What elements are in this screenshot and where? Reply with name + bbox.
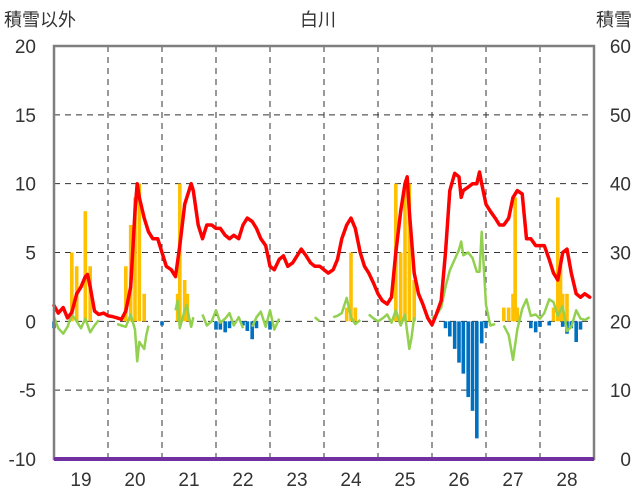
temperature-line: [52, 313, 100, 335]
temperature-line: [332, 296, 362, 326]
precip-bar: [558, 266, 563, 322]
precip-bar: [506, 307, 511, 322]
snow-change-bar: [443, 321, 448, 329]
x-tick-label: 26: [448, 470, 469, 491]
temperature-line: [431, 230, 496, 327]
x-tick-label: 25: [394, 470, 415, 491]
x-tick-label: 28: [556, 470, 577, 491]
right-y-tick-label: 10: [610, 381, 631, 402]
precip-bar: [556, 197, 560, 322]
snow-change-bar: [227, 321, 232, 329]
snow-change-bar: [538, 321, 542, 327]
precip-bar: [182, 280, 187, 322]
snow-change-bar: [223, 321, 227, 333]
snow-change-bar: [452, 321, 457, 349]
left-y-ticks: 20 15 10 5 0 -5 -10: [9, 37, 36, 471]
snow-change-bar: [160, 321, 164, 326]
right-y-tick-label: 50: [610, 106, 631, 127]
snow-change-bar: [560, 321, 565, 327]
snow-change-bars: [52, 321, 583, 439]
right-y-ticks: 60 50 40 30 20 10 0: [610, 37, 631, 471]
temperature-series: [52, 230, 591, 363]
snow-change-bar: [448, 321, 452, 337]
x-tick-label: 24: [340, 470, 362, 491]
plot-frame: [52, 44, 596, 461]
left-y-tick-label: 15: [15, 106, 36, 127]
right-y-tick-label: 40: [610, 175, 631, 196]
snow-change-bar: [547, 321, 551, 326]
precip-bar: [137, 183, 142, 322]
precip-bar: [412, 280, 416, 322]
snow-change-bar: [529, 321, 533, 329]
snow-change-bar: [578, 321, 583, 330]
snow-depth-line: [52, 170, 592, 327]
precip-bar: [407, 183, 412, 322]
x-tick-label: 23: [286, 470, 307, 491]
snow-change-bar: [245, 321, 250, 331]
precip-bar: [502, 307, 506, 322]
precip-bar: [83, 211, 88, 322]
temperature-line: [251, 309, 281, 331]
right-y-tick-label: 20: [610, 312, 631, 333]
left-y-tick-label: 20: [15, 37, 36, 58]
x-tick-label: 21: [178, 470, 199, 491]
left-y-tick-label: -10: [9, 450, 36, 471]
precip-bar: [70, 252, 74, 322]
temperature-line: [174, 299, 195, 330]
precip-bar: [344, 307, 349, 322]
snow-change-bar: [461, 321, 466, 374]
snow-change-bar: [533, 321, 538, 333]
grid: [53, 46, 594, 459]
left-y-tick-label: 10: [15, 175, 36, 196]
left-y-tick-label: 5: [25, 244, 36, 265]
precip-bar: [403, 183, 407, 322]
snow-change-bar: [479, 321, 484, 344]
precip-bar: [551, 307, 556, 322]
x-tick-label: 22: [232, 470, 253, 491]
precip-bar: [515, 307, 520, 322]
right-y-tick-label: 30: [610, 244, 631, 265]
precip-bar: [398, 252, 403, 322]
x-tick-label: 27: [502, 470, 523, 491]
precip-bar: [565, 293, 569, 322]
precip-bar: [513, 197, 517, 322]
precip-bar: [124, 266, 128, 322]
snow-change-bar: [254, 321, 259, 329]
precip-bar: [353, 307, 358, 322]
x-tick-label: 19: [70, 470, 91, 491]
right-y-tick-label: 0: [620, 450, 631, 471]
right-y-tick-label: 60: [610, 37, 631, 58]
snow-change-bar: [241, 321, 245, 326]
snow-change-bar: [250, 321, 254, 340]
snow-change-bar: [475, 321, 479, 439]
snow-change-bar: [484, 321, 488, 329]
snow-change-bar: [470, 321, 475, 411]
precip-bar: [133, 197, 137, 322]
temperature-line: [116, 313, 150, 363]
left-y-tick-label: 0: [25, 312, 36, 333]
temperature-line: [313, 316, 321, 323]
temperature-line: [201, 309, 245, 329]
x-tick-label: 20: [124, 470, 145, 491]
snow-change-bar: [268, 321, 272, 330]
snow-change-bar: [457, 321, 461, 363]
precip-bar: [511, 293, 515, 322]
left-y-tick-label: -5: [19, 381, 36, 402]
chart-title: 白川: [300, 10, 336, 31]
precip-bar: [349, 252, 353, 322]
snow-change-bar: [574, 321, 578, 342]
temperature-line: [502, 298, 591, 362]
snow-change-bar: [214, 321, 218, 330]
temperature-line: [367, 309, 416, 351]
right-axis-title: 積雪: [596, 10, 632, 31]
x-ticks: 19 20 21 22 23 24 25 26 27 28: [70, 470, 577, 491]
snow-change-bar: [466, 321, 470, 398]
precip-bar: [142, 293, 146, 322]
left-axis-title: 積雪以外: [4, 10, 76, 31]
snow-change-bar: [218, 321, 223, 330]
snow-depth-series: [52, 170, 592, 327]
